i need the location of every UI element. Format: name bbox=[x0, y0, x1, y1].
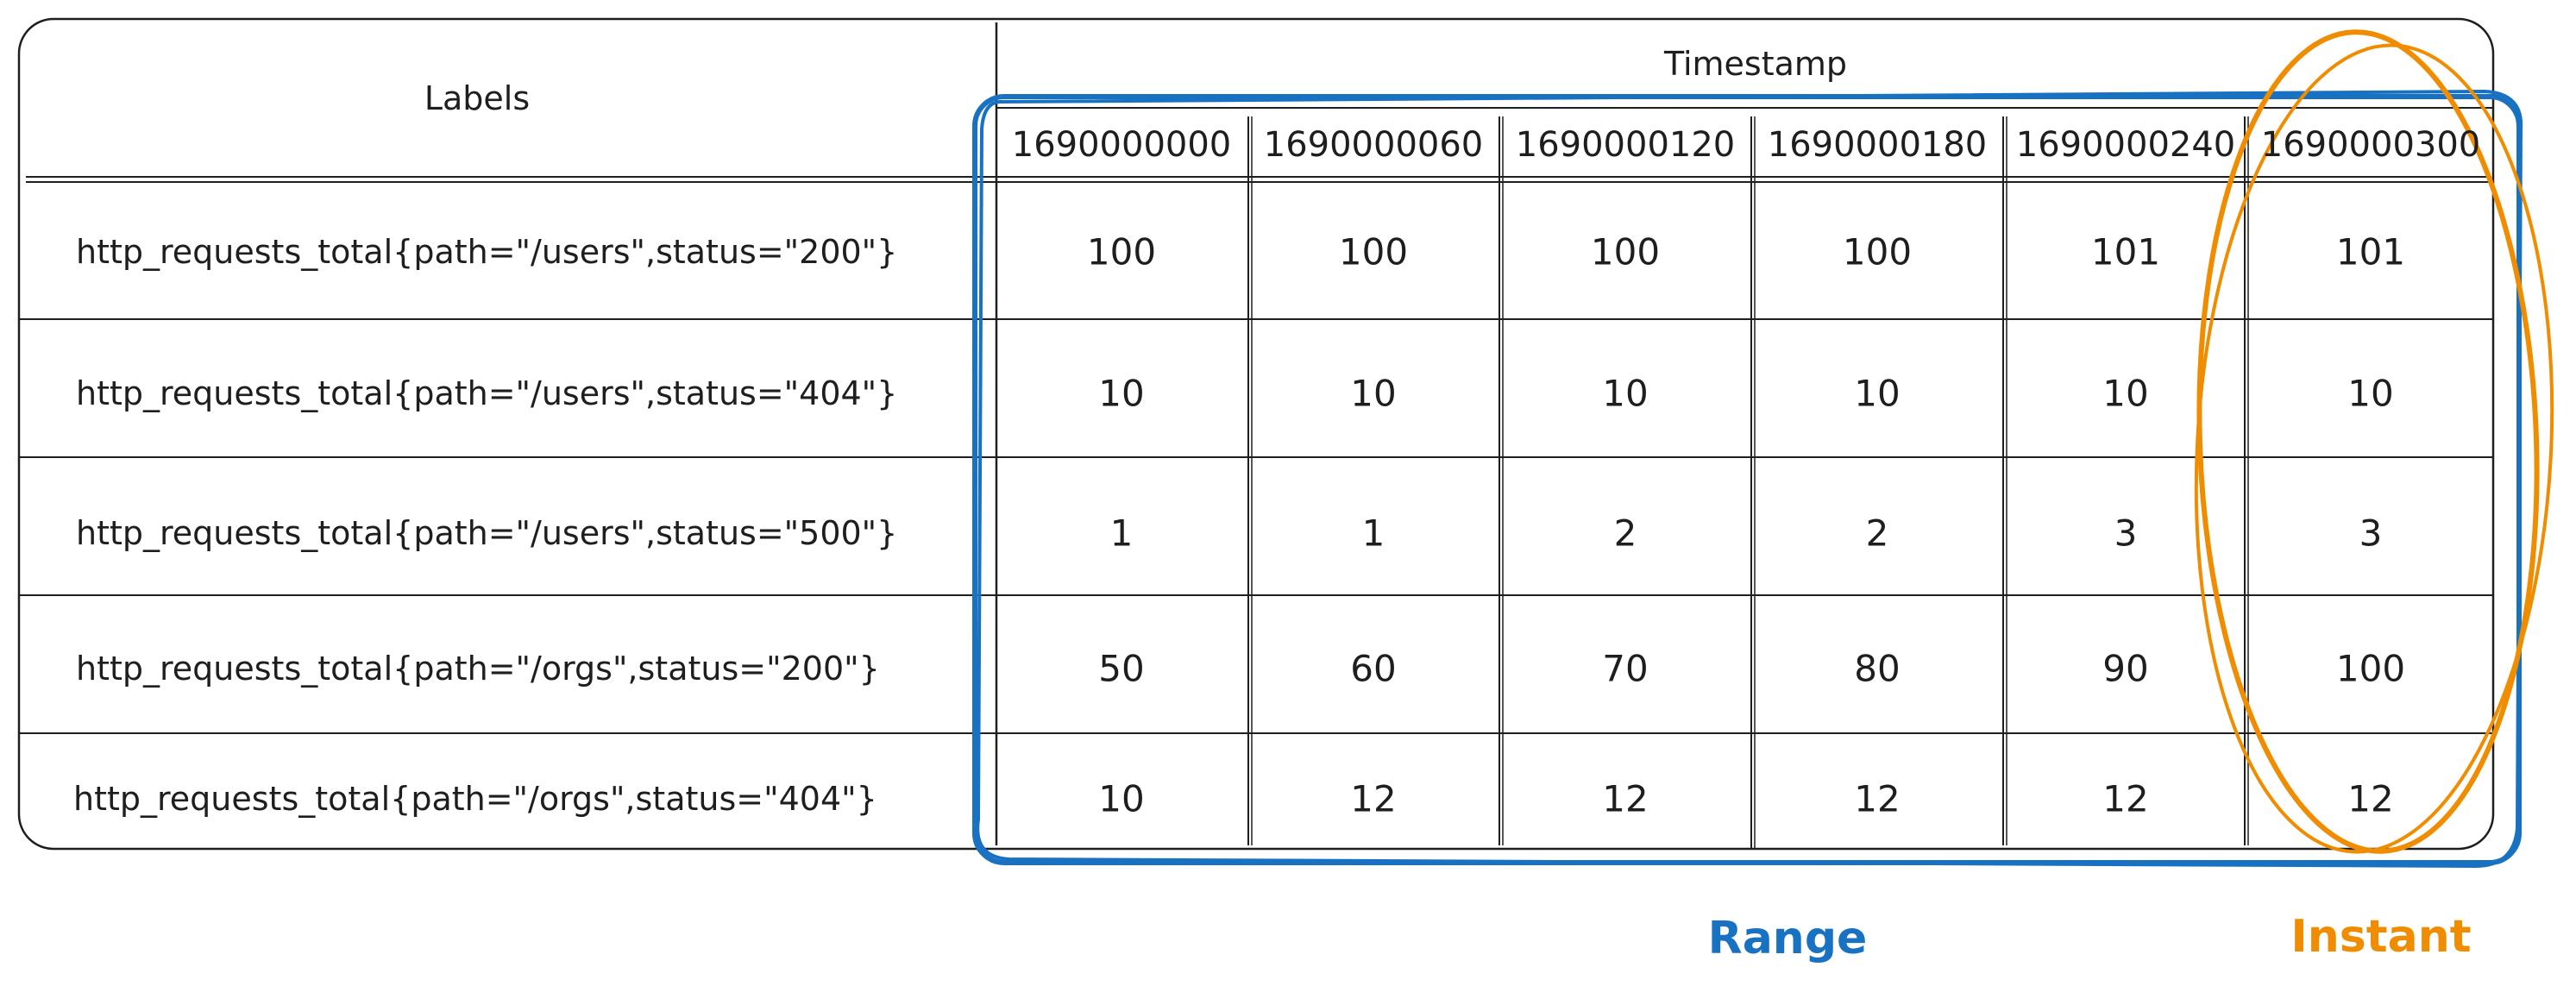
table-cell: 50 bbox=[1098, 647, 1145, 690]
table-cell: 3 bbox=[2114, 512, 2138, 555]
table-cell: 12 bbox=[1350, 777, 1397, 820]
range-outline-stroke bbox=[976, 89, 2523, 869]
table-cell: 101 bbox=[2335, 230, 2406, 273]
timestamp-column-header: 1690000180 bbox=[1767, 125, 1988, 165]
table-cell: 60 bbox=[1350, 647, 1397, 690]
instant-label: Instant bbox=[2290, 911, 2472, 963]
table-frame bbox=[17, 17, 2495, 851]
table-cell: 10 bbox=[2347, 372, 2394, 415]
timestamp-column-header: 1690000240 bbox=[2015, 125, 2236, 165]
timestamp-column-header: 1690000300 bbox=[2260, 125, 2481, 165]
table-cell: 70 bbox=[1602, 647, 1649, 690]
table-cell: 10 bbox=[1854, 372, 1901, 415]
series-label: http_requests_total{path="/users",status… bbox=[76, 374, 898, 412]
table-cell: 80 bbox=[1854, 647, 1901, 690]
table-cell: 12 bbox=[1602, 777, 1649, 820]
table-cell: 100 bbox=[1086, 230, 1157, 273]
range-label: Range bbox=[1707, 913, 1868, 964]
table-cell: 90 bbox=[2102, 647, 2149, 690]
table-cell: 10 bbox=[1098, 777, 1145, 820]
series-label: http_requests_total{path="/users",status… bbox=[76, 514, 898, 552]
table-cell: 100 bbox=[1842, 230, 1913, 273]
timestamp-column-header: 1690000000 bbox=[1011, 125, 1232, 165]
table-cell: 12 bbox=[2102, 777, 2149, 820]
table-cell: 10 bbox=[1098, 372, 1145, 415]
table-cell: 10 bbox=[2102, 372, 2149, 415]
series-label: http_requests_total{path="/orgs",status=… bbox=[76, 650, 880, 688]
table-cell: 1 bbox=[1361, 512, 1385, 555]
table-cell: 12 bbox=[2347, 777, 2394, 820]
table-cell: 3 bbox=[2359, 512, 2383, 555]
timestamp-header: Timestamp bbox=[1663, 45, 1848, 83]
table-cell: 100 bbox=[2335, 647, 2406, 690]
table-cell: 100 bbox=[1338, 230, 1409, 273]
series-label: http_requests_total{path="/users",status… bbox=[76, 233, 898, 271]
table-cell: 2 bbox=[1613, 512, 1637, 555]
timestamp-column-header: 1690000120 bbox=[1515, 125, 1736, 165]
instant-ellipse-stroke bbox=[2194, 43, 2554, 854]
range-outline bbox=[972, 94, 2522, 865]
table-cell: 10 bbox=[1350, 372, 1397, 415]
table-cell: 2 bbox=[1865, 512, 1889, 555]
table-cell: 1 bbox=[1109, 512, 1134, 555]
table-cell: 10 bbox=[1602, 372, 1649, 415]
table-cell: 100 bbox=[1590, 230, 1661, 273]
table-cell: 12 bbox=[1854, 777, 1901, 820]
timestamp-column-header: 1690000060 bbox=[1263, 125, 1484, 165]
instant-ellipse bbox=[2196, 29, 2540, 854]
table-cell: 101 bbox=[2090, 230, 2161, 273]
series-label: http_requests_total{path="/orgs",status=… bbox=[73, 780, 877, 818]
labels-header: Labels bbox=[424, 79, 531, 117]
